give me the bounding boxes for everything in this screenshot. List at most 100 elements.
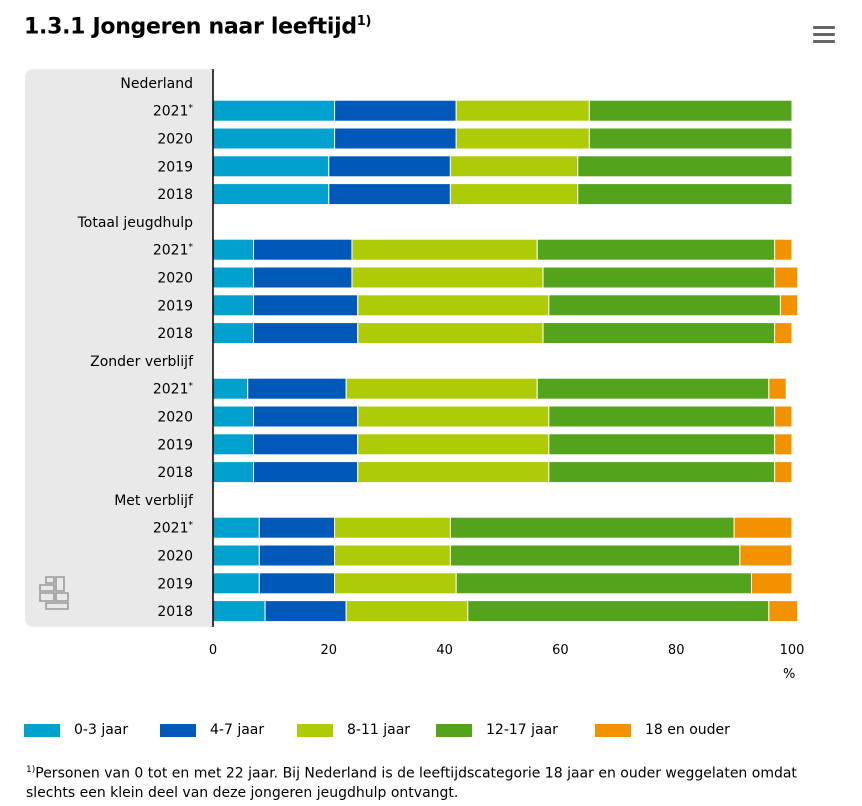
- category-label: 2020: [157, 410, 193, 426]
- bar-segment: [345, 377, 538, 400]
- x-tick-label: 80: [668, 643, 685, 658]
- category-label: 2021*: [153, 521, 194, 537]
- bar-segment: [212, 516, 260, 539]
- bar-segment: [455, 127, 590, 150]
- category-label: 2018: [157, 326, 193, 342]
- bar-segment: [258, 572, 336, 595]
- bar-segment: [774, 238, 793, 261]
- legend-label: 4-7 jaar: [210, 722, 265, 738]
- legend-item[interactable]: 8-11 jaar: [297, 722, 410, 738]
- category-label: 2018: [157, 187, 193, 203]
- bar-segment: [328, 155, 451, 178]
- group-label: Nederland: [120, 76, 193, 92]
- legend-item[interactable]: 12-17 jaar: [436, 722, 558, 738]
- bar-segment: [739, 544, 793, 567]
- bar-segment: [253, 322, 359, 345]
- bar-segment: [357, 294, 550, 317]
- bar-segment: [253, 266, 353, 289]
- bar-segment: [449, 183, 579, 206]
- bar-segment: [750, 572, 793, 595]
- x-tick-label: 40: [436, 643, 453, 658]
- category-label: 2019: [157, 159, 193, 175]
- bar-segment: [212, 266, 255, 289]
- category-label: 2020: [157, 132, 193, 148]
- bar-segment: [768, 377, 787, 400]
- bar-segment: [774, 322, 793, 345]
- bar-segment: [328, 183, 451, 206]
- bar-segment: [774, 461, 793, 484]
- category-label: 2019: [157, 437, 193, 453]
- bar-segment: [357, 322, 544, 345]
- bar-segment: [542, 322, 776, 345]
- bar-segment: [357, 461, 550, 484]
- bar-segment: [774, 405, 793, 428]
- bar-segment: [212, 99, 336, 122]
- category-label: 2018: [157, 604, 193, 620]
- bar-segment: [212, 461, 255, 484]
- bar-segment: [212, 294, 255, 317]
- legend-swatch: [160, 723, 196, 737]
- footnote: 1)Personen van 0 tot en met 22 jaar. Bij…: [26, 765, 797, 801]
- bar-segment: [467, 600, 770, 623]
- bar-segment: [334, 516, 451, 539]
- bar-segment: [334, 127, 457, 150]
- bar-segment: [357, 433, 550, 456]
- bar-segment: [449, 516, 735, 539]
- bar-segment: [258, 544, 336, 567]
- category-label: 2020: [157, 271, 193, 287]
- category-label: 2018: [157, 465, 193, 481]
- chart-legend: 0-3 jaar 4-7 jaar 8-11 jaar 12-17 jaar 18 en…: [24, 722, 844, 742]
- bar-segment: [779, 294, 799, 317]
- bar-segment: [258, 516, 336, 539]
- category-label: 2019: [157, 576, 193, 592]
- legend-item[interactable]: 4-7 jaar: [160, 722, 264, 738]
- bar-segment: [334, 99, 457, 122]
- bar-segment: [542, 266, 776, 289]
- bar-segment: [548, 461, 776, 484]
- x-tick-label: 60: [552, 643, 569, 658]
- bar-segment: [334, 544, 451, 567]
- bar-segment: [212, 572, 260, 595]
- legend-label: 18 en ouder: [645, 722, 730, 738]
- legend-swatch: [436, 723, 472, 737]
- bar-segment: [357, 405, 550, 428]
- bar-segment: [212, 600, 266, 623]
- bar-segment: [212, 433, 255, 456]
- group-label: Zonder verblijf: [90, 354, 194, 370]
- bar-segment: [577, 183, 793, 206]
- x-axis-unit-label: %: [783, 667, 796, 682]
- legend-item[interactable]: 18 en ouder: [595, 722, 730, 738]
- x-tick-label: 0: [209, 643, 217, 658]
- bar-segment: [548, 433, 776, 456]
- bar-segment: [548, 405, 776, 428]
- bar-segment: [351, 238, 538, 261]
- bar-segment: [733, 516, 793, 539]
- plot-area-background: [213, 69, 797, 627]
- bar-segment: [536, 377, 770, 400]
- bar-segment: [253, 461, 359, 484]
- bar-segment: [455, 99, 590, 122]
- stacked-bar-chart: Nederland 2021* 2020 2019 2018 Totaal jeugdhu…: [25, 69, 804, 658]
- bar-segment: [536, 238, 776, 261]
- category-label: 2021*: [153, 243, 194, 259]
- bar-segment: [588, 127, 793, 150]
- bar-segment: [548, 294, 781, 317]
- bar-segment: [212, 322, 255, 345]
- bar-segment: [212, 127, 336, 150]
- bar-segment: [588, 99, 793, 122]
- bar-segment: [247, 377, 347, 400]
- cbs-logo-icon: [39, 576, 69, 610]
- hamburger-menu-icon[interactable]: [813, 26, 835, 46]
- category-label: 2021*: [153, 104, 194, 120]
- legend-item[interactable]: 0-3 jaar: [24, 722, 128, 738]
- legend-swatch: [595, 723, 631, 737]
- chart-title: 1.3.1 Jongeren naar leeftijd1): [24, 14, 372, 40]
- legend-label: 12-17 jaar: [486, 722, 558, 738]
- bar-segment: [455, 572, 752, 595]
- category-label: 2019: [157, 298, 193, 314]
- bar-segment: [334, 572, 457, 595]
- bar-segment: [774, 266, 799, 289]
- bar-segment: [253, 433, 359, 456]
- bar-segment: [212, 544, 260, 567]
- category-label: 2021*: [153, 382, 194, 398]
